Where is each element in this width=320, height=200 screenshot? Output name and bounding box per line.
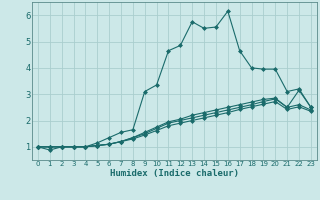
X-axis label: Humidex (Indice chaleur): Humidex (Indice chaleur)	[110, 169, 239, 178]
